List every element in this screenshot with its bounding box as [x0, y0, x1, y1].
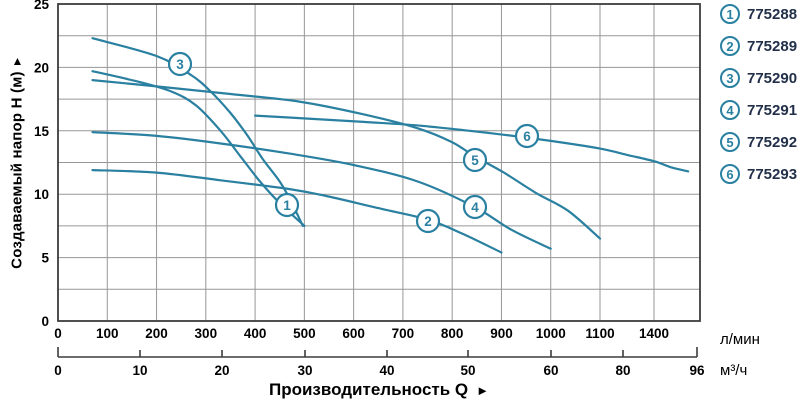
curve-775293 — [254, 114, 690, 173]
y-tick-label: 5 — [41, 251, 49, 266]
x-tick-label-lmin: 100 — [96, 326, 119, 341]
curve-badge-number: 4 — [471, 200, 479, 215]
legend-item-775291: 4 775291 — [720, 99, 797, 121]
curve-775290 — [91, 37, 304, 227]
y-tick-label: 10 — [34, 187, 49, 202]
curve-badge-775293 — [514, 123, 540, 149]
x-tick-label-lmin: 600 — [342, 326, 365, 341]
x-tick-label-lmin: 1100 — [585, 326, 614, 341]
curve-775289 — [91, 169, 503, 254]
y-tick-label: 15 — [34, 124, 50, 139]
x-tick-label-m3h: 60 — [543, 363, 558, 378]
legend-number-circle: 5 — [720, 132, 740, 152]
legend-number-circle: 2 — [720, 36, 740, 56]
curve-775291 — [91, 131, 552, 250]
x-tick-label-m3h: 96 — [689, 363, 705, 378]
legend-item-775293: 6 775293 — [720, 163, 797, 185]
legend-model-label: 775292 — [747, 133, 798, 151]
up-arrow-icon: ▲ — [11, 54, 24, 69]
curve-badge-775291 — [462, 194, 488, 220]
legend-item-775290: 3 775290 — [720, 67, 797, 89]
x-tick-label-lmin: 0 — [54, 326, 62, 341]
legend-model-label: 775288 — [747, 5, 798, 23]
legend-number-circle: 1 — [720, 4, 740, 24]
x-tick-label-m3h: 0 — [54, 363, 62, 378]
x-axis-title-text: Производительность Q — [268, 380, 469, 399]
y-axis-title-text: Создаваемый напор Н (м) — [8, 71, 26, 269]
curve-badge-number: 1 — [283, 198, 291, 213]
curve-775292 — [91, 79, 602, 240]
x-tick-label-lmin: 200 — [145, 326, 168, 341]
x-tick-label-m3h: 50 — [460, 363, 475, 378]
curve-badge-775292 — [462, 147, 488, 173]
curve-badge-775288 — [274, 192, 300, 218]
legend-number-circle: 3 — [720, 68, 740, 88]
right-arrow-icon: ► — [476, 383, 490, 398]
legend-model-label: 775290 — [747, 69, 798, 87]
y-axis-title: Создаваемый напор Н (м) ▲ — [8, 54, 26, 269]
x-tick-label-lmin: 400 — [244, 326, 267, 341]
y-tick-label: 0 — [41, 314, 49, 329]
x-axis-title: Производительность Q ► — [58, 380, 700, 400]
x-tick-label-m3h: 30 — [297, 363, 312, 378]
x-tick-label-lmin: 300 — [195, 326, 218, 341]
legend-number-circle: 6 — [720, 164, 740, 184]
y-tick-label: 20 — [34, 60, 49, 75]
x-tick-label-m3h: 20 — [214, 363, 229, 378]
x-tick-label-lmin: 900 — [490, 326, 513, 341]
x-tick-label-m3h: 40 — [379, 363, 394, 378]
x-tick-label-lmin: 700 — [392, 326, 415, 341]
legend-item-775289: 2 775289 — [720, 35, 797, 57]
x-tick-label-lmin: 500 — [293, 326, 316, 341]
legend-model-label: 775291 — [747, 101, 798, 119]
x-tick-label-m3h: 10 — [132, 363, 147, 378]
legend-number-circle: 4 — [720, 100, 740, 120]
curve-badge-775289 — [415, 208, 441, 234]
curve-badge-number: 3 — [176, 57, 184, 72]
curve-badge-number: 6 — [523, 129, 531, 144]
legend: 1 775288 2 775289 3 775290 4 775291 5 775292 6 7752… — [720, 3, 797, 185]
x-tick-label-lmin: 1000 — [536, 326, 566, 341]
x-tick-label-lmin: 800 — [441, 326, 464, 341]
legend-item-775292: 5 775292 — [720, 131, 797, 153]
x-axis-unit-m3h: м³/ч — [720, 362, 748, 379]
curve-badge-number: 2 — [424, 214, 432, 229]
legend-model-label: 775293 — [747, 165, 798, 183]
legend-item-775288: 1 775288 — [720, 3, 797, 25]
x-tick-label-lmin: 1400 — [639, 326, 669, 341]
x-axis-unit-lmin: л/мин — [720, 331, 760, 348]
legend-model-label: 775289 — [747, 37, 798, 55]
curve-775288 — [91, 70, 306, 227]
curve-badge-775290 — [167, 51, 193, 77]
y-tick-label: 25 — [34, 0, 50, 12]
curve-badge-number: 5 — [471, 153, 479, 168]
plot-frame — [57, 3, 701, 322]
x-tick-label-m3h: 80 — [615, 363, 630, 378]
